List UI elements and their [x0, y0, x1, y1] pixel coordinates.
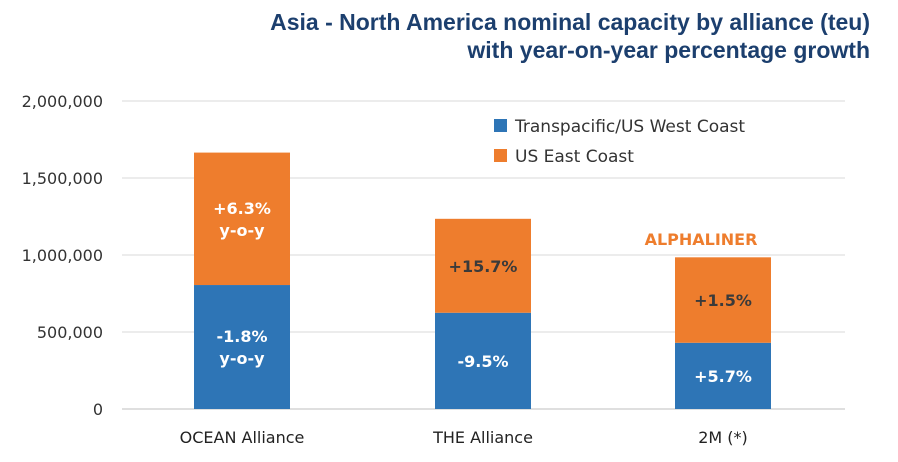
- bar-segment-east-coast: [675, 257, 771, 343]
- y-tick-label: 0: [93, 400, 103, 419]
- data-label: -1.8%: [216, 327, 267, 346]
- y-tick-label: 500,000: [37, 323, 103, 342]
- data-label: y-o-y: [219, 221, 265, 240]
- chart-title: Asia - North America nominal capacity by…: [270, 8, 870, 64]
- bar-segment-west-coast: [194, 285, 290, 409]
- legend-label: US East Coast: [515, 147, 634, 167]
- data-label: +1.5%: [694, 291, 752, 310]
- data-label: +5.7%: [694, 367, 752, 386]
- bar-segment-west-coast: [435, 312, 531, 409]
- chart-title-line-1: Asia - North America nominal capacity by…: [270, 9, 870, 35]
- data-label: y-o-y: [219, 349, 265, 368]
- alphaliner-watermark: ALPHALINER: [645, 230, 758, 249]
- bar-segment-west-coast: [675, 342, 771, 409]
- bar-segment-east-coast: [194, 152, 290, 286]
- y-tick-label: 2,000,000: [22, 92, 103, 111]
- x-category-label: THE Alliance: [432, 428, 533, 447]
- legend-swatch: [494, 119, 507, 132]
- y-tick-label: 1,500,000: [22, 169, 103, 188]
- data-label: +15.7%: [449, 257, 518, 276]
- data-label: +6.3%: [213, 199, 271, 218]
- bar-segment-east-coast: [435, 218, 531, 313]
- data-label: -9.5%: [457, 352, 508, 371]
- legend-swatch: [494, 149, 507, 162]
- legend-label: Transpacific/US West Coast: [514, 117, 745, 137]
- y-tick-label: 1,000,000: [22, 246, 103, 265]
- x-category-label: 2M (*): [698, 428, 748, 447]
- x-category-label: OCEAN Alliance: [180, 428, 305, 447]
- chart-title-line-2: with year-on-year percentage growth: [467, 37, 870, 63]
